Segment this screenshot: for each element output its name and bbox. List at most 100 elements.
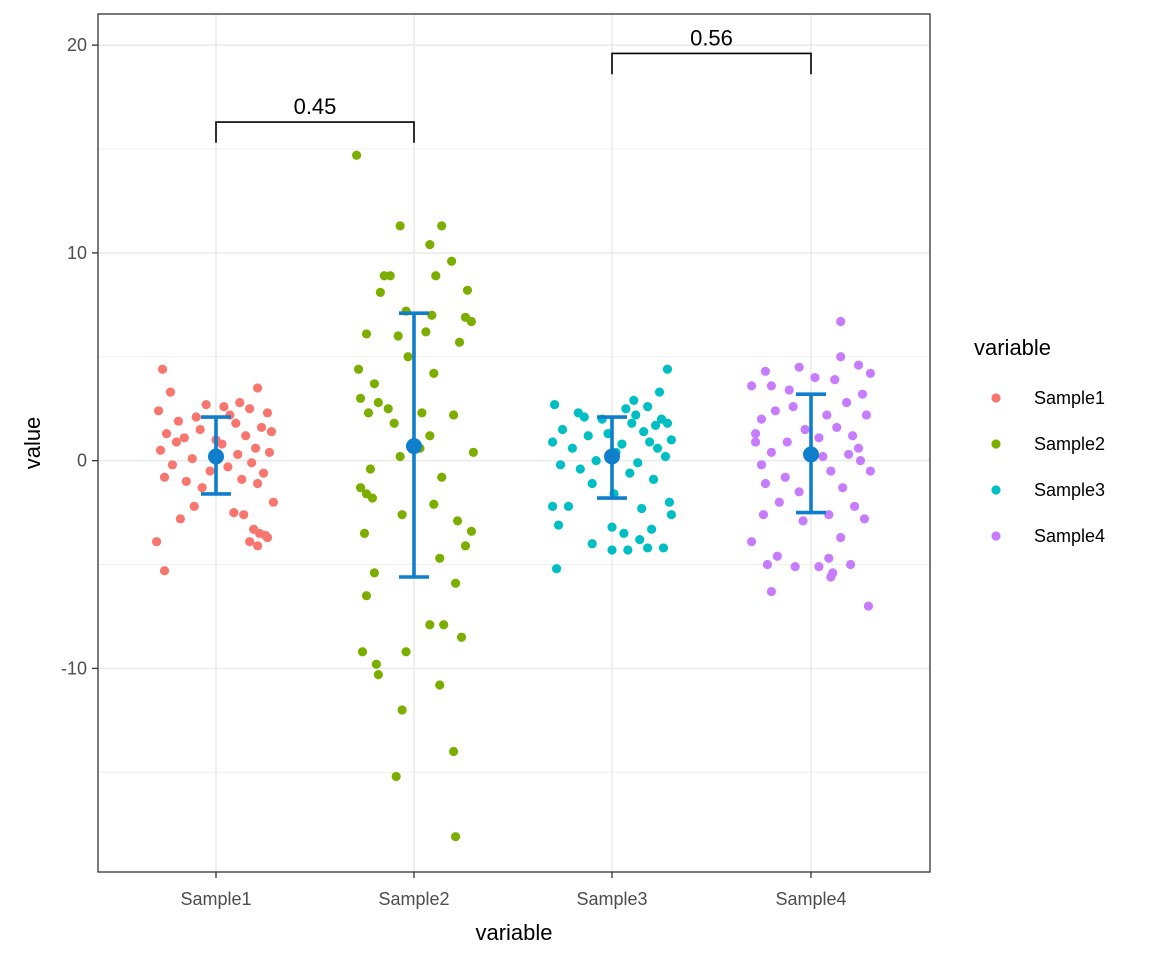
data-point <box>846 559 856 570</box>
data-point <box>635 535 645 545</box>
data-point <box>853 360 864 370</box>
data-point <box>181 476 191 487</box>
data-point <box>205 466 215 476</box>
data-point <box>583 431 593 441</box>
data-point <box>619 528 629 538</box>
data-point <box>766 447 777 457</box>
data-point <box>395 451 405 462</box>
data-point <box>631 410 641 420</box>
data-point <box>563 501 574 511</box>
y-tick-label: 10 <box>67 243 87 263</box>
data-point <box>782 437 792 447</box>
data-point <box>159 566 170 576</box>
legend: variable Sample1 Sample2 Sample3 Sample4 <box>974 335 1105 546</box>
data-point <box>830 375 840 385</box>
data-point <box>836 316 846 327</box>
mean-point <box>803 446 819 463</box>
data-point <box>666 435 677 445</box>
mean-point <box>604 448 620 465</box>
data-point <box>766 586 777 597</box>
data-point <box>658 543 669 553</box>
data-point <box>179 433 189 443</box>
comparison-bracket <box>611 52 812 75</box>
data-point <box>760 366 771 376</box>
data-point <box>427 310 437 320</box>
data-point <box>760 478 771 489</box>
data-point <box>353 364 364 374</box>
data-point <box>153 406 164 416</box>
data-point <box>173 416 183 426</box>
data-point <box>664 497 675 507</box>
data-point <box>201 399 211 410</box>
bracket-layer: 0.45 0.56 <box>215 25 812 143</box>
data-point <box>397 510 407 520</box>
data-point <box>826 466 836 476</box>
data-point <box>171 437 181 447</box>
data-point <box>373 670 383 680</box>
data-point <box>454 337 465 347</box>
summary-layer <box>201 311 826 579</box>
data-point <box>460 541 471 551</box>
data-point <box>774 497 784 507</box>
legend-key <box>991 439 1001 449</box>
mean-point <box>208 448 224 465</box>
data-point <box>161 429 172 439</box>
panel-border <box>97 13 931 873</box>
x-tick-label: Sample1 <box>180 889 251 909</box>
legend-entry-label: Sample3 <box>1034 480 1105 500</box>
data-point <box>449 410 459 420</box>
data-point <box>810 372 820 383</box>
legend-entry-label: Sample4 <box>1034 526 1105 546</box>
x-tick-label: Sample2 <box>378 889 449 909</box>
data-point <box>662 364 673 374</box>
data-point <box>750 429 761 439</box>
data-point <box>637 503 647 514</box>
data-point <box>750 437 761 447</box>
data-point <box>549 399 560 410</box>
data-point <box>437 472 447 482</box>
data-point <box>865 466 876 476</box>
data-point <box>165 387 176 397</box>
data-point <box>822 410 832 420</box>
data-point <box>425 431 435 441</box>
data-point <box>652 443 663 453</box>
data-point <box>252 478 263 489</box>
data-point <box>237 474 247 484</box>
data-point <box>780 472 790 482</box>
data-point <box>239 510 249 520</box>
data-point <box>567 443 578 453</box>
data-point <box>247 458 257 468</box>
data-point <box>790 562 800 572</box>
data-point <box>361 329 372 339</box>
data-point <box>838 483 848 493</box>
data-point <box>857 389 868 399</box>
data-point <box>548 437 558 447</box>
data-point <box>233 449 243 460</box>
data-point <box>447 256 457 266</box>
data-point <box>772 551 782 561</box>
data-point <box>842 397 852 408</box>
data-point <box>189 501 199 511</box>
data-point <box>235 397 245 408</box>
data-point <box>258 468 269 478</box>
data-point <box>832 422 842 433</box>
data-point <box>251 443 261 453</box>
data-point <box>219 402 229 412</box>
data-point <box>439 620 449 630</box>
data-point <box>798 516 808 526</box>
data-point <box>654 387 665 397</box>
data-point <box>587 539 597 549</box>
data-point <box>417 408 427 418</box>
data-point <box>351 150 362 160</box>
data-point <box>367 493 378 503</box>
data-point <box>155 445 166 455</box>
data-point <box>252 383 263 393</box>
data-point <box>800 424 810 435</box>
data-point <box>450 832 461 842</box>
data-point <box>245 404 255 414</box>
data-point <box>648 474 659 484</box>
data-point <box>625 468 635 478</box>
data-point <box>814 562 824 572</box>
data-point <box>645 437 655 447</box>
data-point <box>191 412 201 422</box>
